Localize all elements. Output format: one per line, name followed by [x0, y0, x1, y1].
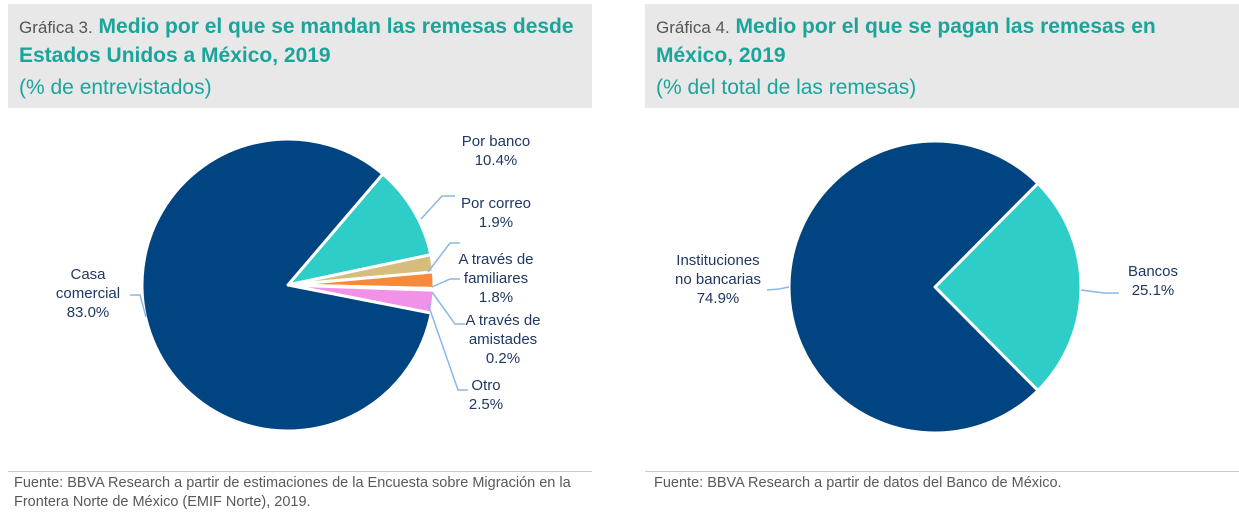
chart-panel-3: Gráfica 3. Medio por el que se mandan la…	[0, 0, 605, 524]
chart-panel-4: Gráfica 4. Medio por el que se pagan las…	[634, 0, 1239, 524]
leader-line-por-correo	[427, 242, 460, 273]
data-label-otro: Otro 2.5%	[469, 377, 503, 413]
leader-line-a-traves-de-amistades	[431, 291, 465, 325]
pie-slice-instituciones-no-bancarias	[787, 139, 1040, 435]
pie-slice-casa-comercial	[140, 137, 433, 433]
pie-slice-bancos	[933, 181, 1083, 393]
leader-line-por-banco	[420, 195, 455, 220]
chart-subtitle: (% del total de las remesas)	[656, 76, 917, 99]
chart-header: Gráfica 3. Medio por el que se mandan la…	[8, 4, 592, 108]
leader-line-a-traves-de-familiares	[431, 278, 460, 288]
leader-line-otro	[427, 303, 468, 391]
data-label-a-traves-de-familiares: A través de familiares 1.8%	[458, 251, 533, 306]
pie-chart-envio: Por banco 10.4% Por correo 1.9% A través de f…	[56, 133, 541, 433]
chart-subtitle: (% de entrevistados)	[19, 76, 212, 99]
leader-line-instituciones-no-bancarias	[766, 286, 790, 291]
data-label-a-traves-de-amistades: A través de amistades 0.2%	[465, 312, 540, 367]
data-label-instituciones-no-bancarias: Instituciones no bancarias 74.9%	[675, 252, 761, 307]
data-label-por-correo: Por correo 1.9%	[461, 195, 531, 231]
data-label-casa-comercial: Casa comercial 83.0%	[56, 266, 120, 321]
source-note: Fuente: BBVA Research a partir de datos …	[654, 475, 1062, 491]
source-note: Fuente: BBVA Research a partir de estima…	[14, 475, 571, 510]
leader-line-bancos	[1080, 289, 1119, 294]
chart-title: Gráfica 3. Medio por el que se mandan la…	[19, 13, 584, 70]
chart-header: Gráfica 4. Medio por el que se pagan las…	[645, 4, 1239, 108]
data-label-bancos: Bancos 25.1%	[1128, 263, 1178, 299]
source-divider	[645, 471, 1239, 472]
source-divider	[8, 471, 592, 472]
chart-title: Gráfica 4. Medio por el que se pagan las…	[656, 13, 1231, 70]
leader-line-casa-comercial	[130, 294, 147, 318]
chart-number: Gráfica 4.	[656, 18, 730, 37]
chart-title-text: Medio por el que se pagan las remesas en…	[656, 15, 1156, 67]
pie-slice-por-banco	[286, 172, 433, 287]
pie-chart-pago: Bancos 25.1% Instituciones no bancarias 74.9…	[675, 139, 1178, 435]
chart-number: Gráfica 3.	[19, 18, 93, 37]
data-label-por-banco: Por banco 10.4%	[462, 133, 530, 169]
chart-title-text: Medio por el que se mandan las remesas d…	[19, 15, 574, 67]
